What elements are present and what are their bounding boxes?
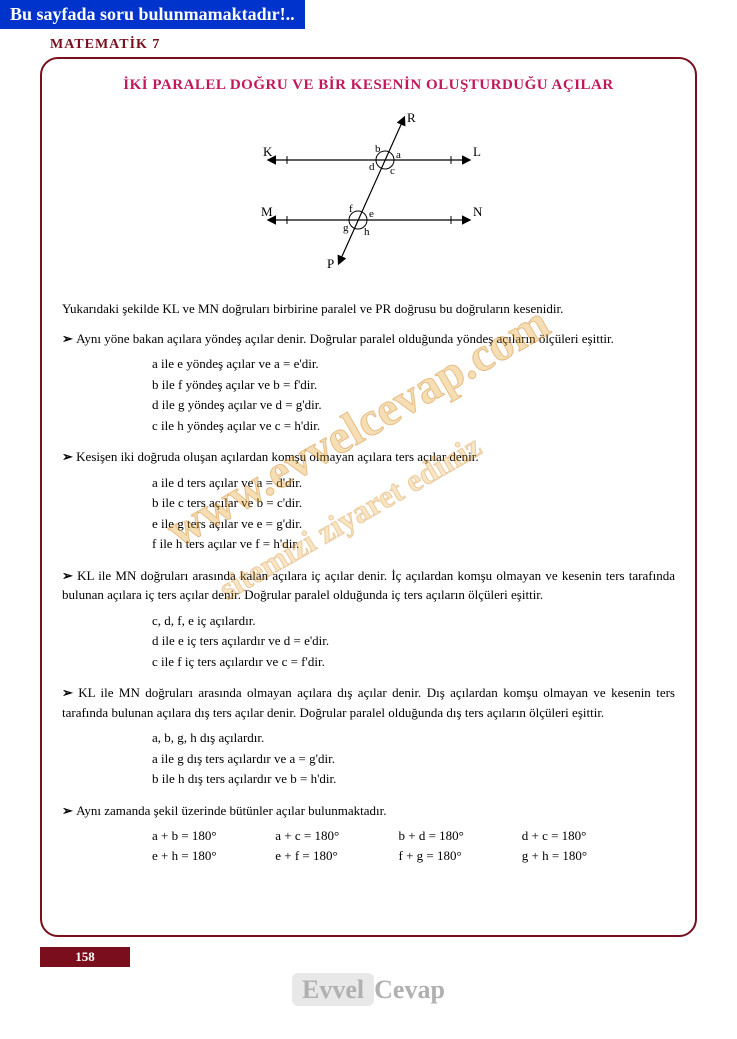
section-4-lines: a, b, g, h dış açılardır. a ile g dış te… [152,728,675,789]
geometry-diagram: K L M N R P b a c d f e h g [62,108,675,283]
final-lead: Aynı zamanda şekil üzerinde bütünler açı… [62,801,675,821]
eq: e + h = 180° [152,846,272,866]
eq: e + f = 180° [275,846,395,866]
line: b ile h dış ters açılardır ve b = h'dir. [152,769,675,789]
line: f ile h ters açılar ve f = h'dir. [152,534,675,554]
eq: f + g = 180° [399,846,519,866]
line: d ile e iç ters açılardır ve d = e'dir. [152,631,675,651]
label-N: N [473,204,483,219]
section-2-lead: Kesişen iki doğruda oluşan açılardan kom… [62,447,675,467]
label-L: L [473,144,481,159]
section-1-lead: Aynı yöne bakan açılara yöndeş açılar de… [62,329,675,349]
label-c: c [390,165,395,177]
line: b ile c ters açılar ve b = c'dir. [152,493,675,513]
line: c, d, f, e iç açılardır. [152,611,675,631]
label-R: R [407,110,416,125]
eq: a + b = 180° [152,826,272,846]
label-K: K [263,144,273,159]
label-h: h [364,226,370,238]
line: d ile g yöndeş açılar ve d = g'dir. [152,395,675,415]
label-d: d [369,161,375,173]
line: c ile f iç ters açılardır ve c = f'dir. [152,652,675,672]
section-1-lines: a ile e yöndeş açılar ve a = e'dir. b il… [152,354,675,435]
line: e ile g ters açılar ve e = g'dir. [152,514,675,534]
eq: a + c = 180° [275,826,395,846]
label-g: g [343,222,349,234]
equations-row-2: e + h = 180° e + f = 180° f + g = 180° g… [152,846,675,866]
line: a, b, g, h dış açılardır. [152,728,675,748]
label-e: e [369,208,374,220]
line: a ile g dış ters açılardır ve a = g'dir. [152,749,675,769]
no-question-banner: Bu sayfada soru bulunmamaktadır!.. [0,0,305,29]
equations-row-1: a + b = 180° a + c = 180° b + d = 180° d… [152,826,675,846]
page-frame: www.evvelcevap.com sitemizi ziyaret edin… [40,57,697,937]
label-f: f [349,203,353,215]
section-3-lines: c, d, f, e iç açılardır. d ile e iç ters… [152,611,675,672]
subject-header: MATEMATİK 7 [50,37,737,53]
section-2-lines: a ile d ters açılar ve a = d'dir. b ile … [152,473,675,554]
eq: g + h = 180° [522,846,642,866]
brand-footer: EvvelCevap [0,975,737,1005]
eq: d + c = 180° [522,826,642,846]
page-number: 158 [40,947,130,967]
brand-part2: Cevap [374,975,445,1004]
line: a ile e yöndeş açılar ve a = e'dir. [152,354,675,374]
section-3-lead: KL ile MN doğruları arasında kalan açıla… [62,566,675,605]
section-4-lead: KL ile MN doğruları arasında olmayan açı… [62,683,675,722]
eq: b + d = 180° [399,826,519,846]
brand-part1: Evvel [292,973,374,1006]
label-b: b [375,143,381,155]
label-a: a [396,149,401,161]
line: c ile h yöndeş açılar ve c = h'dir. [152,416,675,436]
label-P: P [327,256,334,271]
line: b ile f yöndeş açılar ve b = f'dir. [152,375,675,395]
intro-text: Yukarıdaki şekilde KL ve MN doğruları bi… [62,299,675,319]
label-M: M [261,204,273,219]
page-title: İKİ PARALEL DOĞRU VE BİR KESENİN OLUŞTUR… [62,77,675,94]
line: a ile d ters açılar ve a = d'dir. [152,473,675,493]
